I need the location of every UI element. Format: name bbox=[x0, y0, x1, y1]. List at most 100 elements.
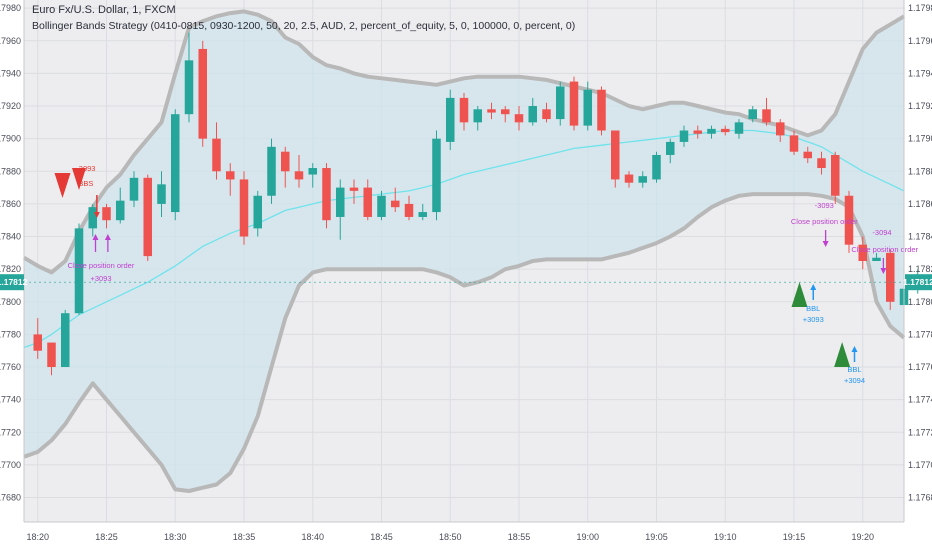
candle-body bbox=[253, 195, 263, 229]
y-tick-label: 1.17840 bbox=[0, 232, 21, 242]
candle-body bbox=[170, 114, 180, 213]
candle-body bbox=[720, 128, 730, 133]
candles bbox=[33, 32, 932, 376]
candle-body bbox=[60, 313, 70, 368]
candle-body bbox=[734, 122, 744, 134]
x-tick-label: 18:35 bbox=[233, 532, 256, 542]
basis-line bbox=[23, 129, 905, 349]
buy-order-label: +3094 bbox=[844, 376, 865, 385]
candle-body bbox=[212, 138, 221, 172]
x-tick-label: 18:45 bbox=[370, 532, 393, 542]
buy-order-label: +3093 bbox=[803, 315, 824, 324]
symbol-title: Euro Fx/U.S. Dollar, 1, FXCM bbox=[32, 4, 176, 16]
y-tick-label: 1.17800 bbox=[908, 297, 932, 307]
candle-body bbox=[363, 187, 373, 217]
candle-body bbox=[885, 252, 895, 302]
candle-body bbox=[569, 81, 579, 126]
candle-body bbox=[830, 154, 840, 196]
y-tick-label: 1.17760 bbox=[0, 362, 21, 372]
y-tick-label: 1.17720 bbox=[908, 427, 932, 437]
close-order-label: Close position order bbox=[68, 261, 135, 270]
candle-body bbox=[748, 109, 758, 120]
candle-body bbox=[239, 179, 249, 237]
exit-arrow-head bbox=[880, 268, 887, 274]
candle-body bbox=[74, 228, 84, 314]
y-tick-label: 1.17940 bbox=[908, 68, 932, 78]
sell-order-label: -3093 bbox=[76, 164, 95, 173]
y-tick-label: 1.17860 bbox=[0, 199, 21, 209]
y-tick-label: 1.17820 bbox=[0, 264, 21, 274]
last-price-label-right: 1.17812 bbox=[903, 277, 932, 287]
y-tick-label: 1.17800 bbox=[0, 297, 21, 307]
candle-body bbox=[335, 187, 345, 217]
y-tick-label: 1.17840 bbox=[908, 232, 932, 242]
candle-body bbox=[679, 130, 689, 142]
candle-body bbox=[789, 135, 799, 152]
y-tick-label: 1.17720 bbox=[0, 427, 21, 437]
y-tick-label: 1.17760 bbox=[908, 362, 932, 372]
candle-body bbox=[390, 200, 400, 208]
candle-body bbox=[267, 146, 276, 196]
y-axis-right[interactable]: 1.17680 1.17700 1.17720 1.17740 1.17760 1.177… bbox=[903, 0, 932, 522]
buy-signal-label: BBL bbox=[806, 304, 820, 313]
x-tick-label: 18:30 bbox=[164, 532, 187, 542]
y-tick-label: 1.17780 bbox=[0, 329, 21, 339]
exit-arrow-head bbox=[92, 234, 99, 240]
exit-arrow-head bbox=[822, 241, 829, 247]
trade-annotations: -3093 BBS Close position order +3093 -3093 Cl… bbox=[54, 164, 919, 385]
candle-body bbox=[418, 212, 428, 217]
candle-body bbox=[803, 151, 813, 159]
close-order-label: Close position order bbox=[791, 217, 858, 226]
candle-body bbox=[555, 86, 565, 120]
sell-arrow-head bbox=[93, 212, 100, 218]
y-tick-label: 1.17820 bbox=[908, 264, 932, 274]
candle-body bbox=[473, 109, 483, 123]
candle-body bbox=[102, 207, 111, 221]
y-tick-label: 1.17700 bbox=[908, 460, 932, 470]
y-tick-label: 1.17960 bbox=[908, 36, 932, 46]
candle-body bbox=[404, 203, 414, 217]
y-tick-label: 1.17920 bbox=[908, 101, 932, 111]
candle-body bbox=[129, 177, 139, 201]
y-tick-label: 1.17700 bbox=[0, 460, 21, 470]
buy-arrow-head bbox=[810, 284, 817, 290]
y-tick-label: 1.17680 bbox=[908, 493, 932, 503]
last-price-label-left: 1.17812 bbox=[0, 277, 28, 287]
candle-body bbox=[377, 195, 386, 217]
y-axis-left[interactable]: 1.17680 1.17700 1.17720 1.17740 1.17760 1.177… bbox=[0, 0, 25, 522]
x-tick-label: 19:10 bbox=[714, 532, 737, 542]
candle-body bbox=[583, 89, 593, 126]
last-price-badge-left bbox=[0, 274, 24, 291]
candle-body bbox=[693, 130, 703, 134]
sell-signal-triangle bbox=[72, 168, 86, 190]
candle-body bbox=[33, 334, 43, 351]
x-tick-label: 18:55 bbox=[508, 532, 531, 542]
candle-body bbox=[308, 168, 318, 175]
y-tick-label: 1.17980 bbox=[0, 3, 21, 13]
candle-body bbox=[322, 168, 331, 221]
y-tick-label: 1.17900 bbox=[908, 134, 932, 144]
x-tick-label: 19:20 bbox=[851, 532, 874, 542]
candle-body bbox=[817, 158, 826, 169]
candle-body bbox=[707, 128, 716, 134]
sell-signal-triangle bbox=[54, 173, 71, 198]
buy-signal-label: BBL bbox=[847, 365, 861, 374]
candle-body bbox=[872, 257, 881, 261]
y-tick-label: 1.17920 bbox=[0, 101, 21, 111]
candle-body bbox=[294, 171, 304, 180]
candle-body bbox=[143, 177, 153, 257]
candle-body bbox=[844, 195, 854, 245]
x-axis[interactable]: 18:20 18:25 18:30 18:35 18:40 18:45 18:50 18:55… bbox=[24, 521, 904, 542]
candle-body bbox=[775, 122, 785, 136]
candle-body bbox=[514, 114, 524, 123]
x-tick-label: 18:25 bbox=[95, 532, 118, 542]
y-tick-label: 1.17880 bbox=[0, 166, 21, 176]
candle-body bbox=[115, 200, 125, 221]
y-tick-label: 1.17780 bbox=[908, 329, 932, 339]
y-tick-label: 1.17980 bbox=[908, 3, 932, 13]
y-tick-label: 1.17940 bbox=[0, 68, 21, 78]
candle-body bbox=[157, 184, 166, 204]
x-tick-label: 19:05 bbox=[645, 532, 668, 542]
